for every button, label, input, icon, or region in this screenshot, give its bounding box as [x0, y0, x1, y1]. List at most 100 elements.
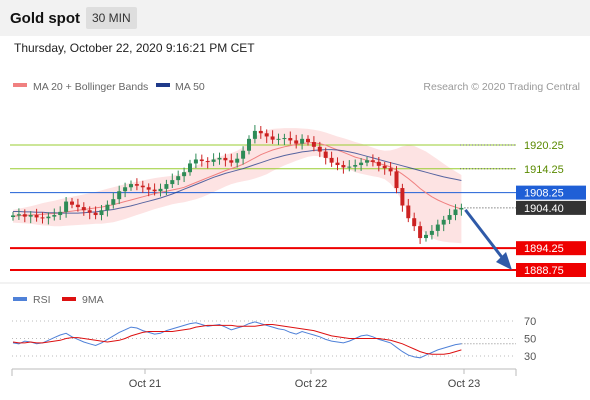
level-label: 1894.25	[524, 243, 564, 255]
candle-body	[341, 165, 346, 168]
bollinger-band-fill	[13, 128, 462, 244]
rsi-ma-legend-swatch	[62, 297, 76, 301]
rsi-tick-label: 50	[524, 334, 536, 346]
candle-body	[111, 199, 116, 205]
level-label: 1908.25	[524, 188, 564, 200]
rsi-ma-line	[12, 324, 462, 355]
candle-body	[276, 138, 281, 140]
forecast-arrow-shaft	[464, 208, 506, 261]
candle-body	[418, 226, 423, 239]
chart-header: Gold spot 30 MIN	[0, 0, 590, 36]
candle-body	[58, 211, 63, 216]
rsi-tick-label: 30	[524, 351, 536, 363]
candle-body	[34, 215, 39, 218]
candles	[11, 125, 464, 244]
level-tag-support	[516, 263, 586, 277]
candle-body	[406, 205, 411, 219]
level-tag-support	[516, 241, 586, 256]
candle-body	[282, 138, 287, 140]
candle-body	[270, 136, 275, 140]
chart-datetime: Thursday, October 22, 2020 9:16:21 PM CE…	[14, 41, 255, 55]
candle-body	[347, 166, 352, 168]
bollinger-bands	[13, 128, 462, 244]
candle-body	[229, 160, 234, 163]
ma50-legend-swatch	[156, 83, 170, 87]
candle-body	[99, 210, 104, 216]
candle-body	[317, 146, 322, 152]
ma50-legend-label: MA 50	[175, 81, 205, 93]
candle-body	[311, 142, 316, 147]
candle-body	[288, 138, 293, 141]
candle-body	[105, 204, 110, 211]
candle-body	[134, 184, 139, 186]
candle-body	[140, 185, 145, 188]
candle-body	[429, 230, 434, 235]
rsi-legend-swatch	[13, 297, 27, 301]
level-tag-pivot	[516, 185, 586, 200]
candle-body	[235, 158, 240, 163]
ma20-legend-label: MA 20 + Bollinger Bands	[33, 81, 148, 93]
candle-body	[93, 212, 98, 216]
time-axis-label: Oct 23	[448, 378, 480, 390]
candle-body	[199, 159, 204, 162]
candle-body	[117, 191, 122, 200]
forecast-arrow	[464, 208, 512, 270]
candle-body	[182, 172, 187, 177]
candle-body	[123, 187, 128, 192]
candle-body	[16, 214, 21, 216]
candle-body	[323, 151, 328, 158]
candle-body	[412, 218, 417, 227]
candle-body	[176, 176, 181, 181]
candle-body	[217, 157, 222, 160]
last-price-tag	[516, 200, 586, 215]
forecast-arrow-head	[496, 252, 512, 270]
level-label: 1914.25	[524, 164, 564, 176]
rsi-panel: 70 50 30	[12, 316, 536, 363]
candle-body	[400, 188, 405, 206]
candle-body	[70, 201, 74, 205]
level-label: 1888.75	[524, 265, 564, 277]
candle-body	[252, 130, 257, 139]
candle-body	[435, 224, 440, 231]
candle-body	[376, 161, 381, 166]
candle-body	[459, 207, 464, 210]
rsi-tick-label: 70	[524, 316, 536, 328]
rsi-legend-label: RSI	[33, 294, 51, 306]
candle-body	[335, 162, 340, 166]
rsi-line	[12, 321, 462, 359]
candle-body	[453, 209, 458, 216]
candle-body	[359, 162, 364, 166]
candle-body	[152, 189, 157, 192]
candle-body	[447, 215, 452, 220]
candle-body	[158, 188, 163, 192]
candle-body	[193, 159, 198, 164]
price-levels: 1920.25 1914.25 1908.25 1894.25 1888.75 1904.…	[10, 140, 586, 277]
candle-body	[382, 165, 387, 169]
candle-body	[81, 207, 86, 211]
candle-body	[28, 215, 33, 217]
candle-body	[188, 163, 192, 173]
candle-body	[64, 201, 69, 212]
candle-body	[211, 159, 216, 162]
candle-body	[170, 180, 175, 185]
ma20-legend-swatch	[13, 83, 27, 87]
candle-body	[146, 187, 151, 190]
candle-body	[40, 217, 45, 219]
candle-body	[365, 160, 369, 163]
candle-body	[247, 138, 251, 151]
time-axis-label: Oct 21	[129, 378, 161, 390]
rsi-ma-legend-label: 9MA	[82, 294, 104, 306]
candle-body	[164, 184, 169, 189]
candle-body	[353, 165, 358, 167]
candle-body	[264, 133, 269, 137]
timeframe-button[interactable]: 30 MIN	[86, 7, 137, 29]
candle-body	[52, 215, 57, 217]
time-axis-label: Oct 22	[295, 378, 327, 390]
candle-body	[441, 219, 446, 225]
candle-body	[300, 138, 305, 144]
candle-body	[329, 157, 334, 163]
instrument-title: Gold spot	[10, 10, 80, 27]
candle-body	[22, 214, 27, 217]
candle-body	[258, 130, 263, 134]
credit-label: Research © 2020 Trading Central	[423, 81, 580, 93]
